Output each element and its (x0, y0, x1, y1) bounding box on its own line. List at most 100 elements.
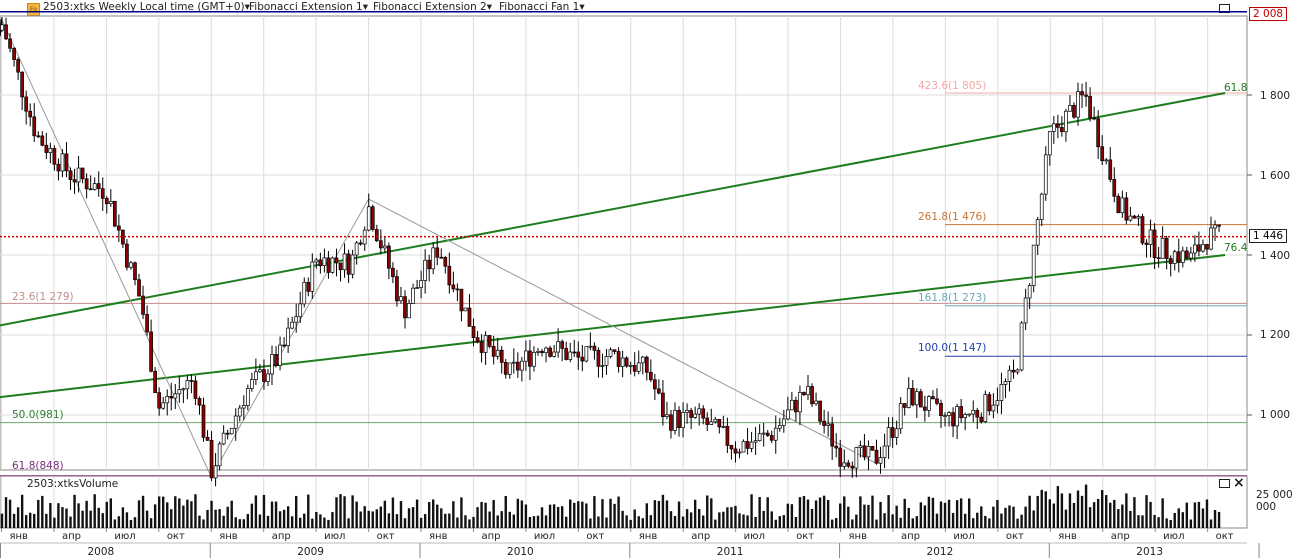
candle-up (399, 296, 403, 302)
volume-bar (955, 500, 959, 528)
candle-up (129, 262, 133, 268)
volume-bar (206, 509, 209, 528)
volume-bar (661, 494, 665, 528)
candle-down (28, 110, 33, 118)
volume-bar (286, 506, 290, 528)
candle-down (560, 341, 565, 349)
volume-bar (1157, 517, 1160, 528)
volume-bar (589, 518, 592, 528)
symbol-menu[interactable]: 2503:xtks Weekly Local time (GMT+0)▾ (43, 1, 250, 13)
candle-down (100, 188, 105, 199)
chevron-down-icon: ▾ (579, 1, 585, 13)
volume-bar (895, 505, 898, 528)
candle-down (112, 200, 117, 227)
candle-up (556, 341, 560, 353)
volume-bar (444, 513, 447, 528)
maximize-icon[interactable] (1219, 479, 1230, 488)
volume-bar (24, 515, 28, 528)
volume-bar (488, 511, 491, 528)
volume-bar (403, 518, 407, 528)
volume-bar (855, 514, 858, 528)
candle-down (959, 406, 963, 419)
volume-bar (653, 500, 657, 528)
candle-down (1217, 224, 1221, 227)
candle-down (661, 392, 665, 417)
candle-down (918, 391, 923, 408)
volume-bar (427, 502, 431, 528)
candle-down (1197, 244, 1201, 252)
volume-bar (145, 510, 149, 528)
volume-bar (843, 496, 846, 528)
candle-down (125, 243, 129, 268)
volume-bar (577, 501, 580, 528)
year-label: 2012 (926, 546, 954, 558)
candle-down (745, 441, 750, 449)
close-icon[interactable]: × (1233, 475, 1245, 491)
volume-bar (1177, 508, 1180, 528)
volume-bar (959, 498, 963, 528)
year-label: 2009 (297, 546, 324, 558)
candle-down (515, 361, 520, 371)
volume-bar (101, 513, 104, 528)
top-price-badge: 2 008 (1249, 7, 1288, 21)
volume-bar (903, 498, 906, 528)
candle-up (785, 409, 790, 420)
volume-bar (319, 514, 322, 528)
volume-bar (290, 516, 294, 528)
candle-up (927, 396, 931, 411)
volume-bar (1109, 502, 1112, 528)
volume-bar (1105, 495, 1108, 528)
volume-bar (762, 510, 765, 528)
volume-bar (351, 495, 354, 528)
candle-up (588, 345, 593, 348)
candle-down (201, 404, 206, 438)
volume-bar (407, 508, 411, 528)
volume-bar (69, 516, 72, 528)
volume-bar (548, 504, 552, 528)
volume-bar (1173, 512, 1176, 528)
fib-extension-1-menu[interactable]: Fibonacci Extension 1▾ (249, 1, 368, 13)
volume-bar (166, 502, 169, 528)
candle-down (447, 265, 452, 286)
candle-up (76, 167, 81, 183)
candle-up (604, 356, 609, 366)
volume-bar (129, 519, 133, 528)
candle-down (874, 449, 879, 464)
fib-fan-1-menu[interactable]: Fibonacci Fan 1▾ (499, 1, 585, 13)
volume-bar (540, 507, 544, 528)
candle-up (411, 287, 415, 304)
month-label: окт (796, 531, 815, 542)
volume-bar (830, 519, 834, 528)
fib-extension-2-menu[interactable]: Fibonacci Extension 2▾ (373, 1, 492, 13)
volume-bar (170, 509, 173, 528)
candle-down (1156, 257, 1161, 260)
volume-bar (1084, 484, 1088, 528)
candle-up (673, 409, 677, 431)
volume-bar (230, 500, 233, 528)
fib-retracement-label: 50.0(981) (12, 409, 64, 421)
volume-bar (452, 501, 455, 528)
volume-bar (174, 496, 177, 528)
candle-down (838, 447, 843, 467)
volume-bar (915, 516, 919, 528)
candle-up (1136, 216, 1141, 219)
candle-down (850, 465, 855, 469)
volume-bar (718, 512, 721, 528)
candle-up (520, 360, 524, 371)
volume-bar (20, 494, 24, 528)
candle-up (181, 388, 186, 391)
volume-bar (714, 519, 717, 528)
candle-up (177, 389, 182, 395)
candle-down (44, 144, 49, 153)
candle-up (245, 388, 250, 406)
candle-down (834, 445, 839, 449)
candle-down (862, 445, 867, 458)
volume-bar (254, 495, 258, 528)
volume-bar (593, 496, 596, 528)
volume-bar (198, 515, 201, 528)
volume-bar (826, 500, 830, 528)
candle-up (354, 242, 359, 256)
volume-bar (1100, 490, 1104, 528)
candle-up (270, 354, 274, 375)
